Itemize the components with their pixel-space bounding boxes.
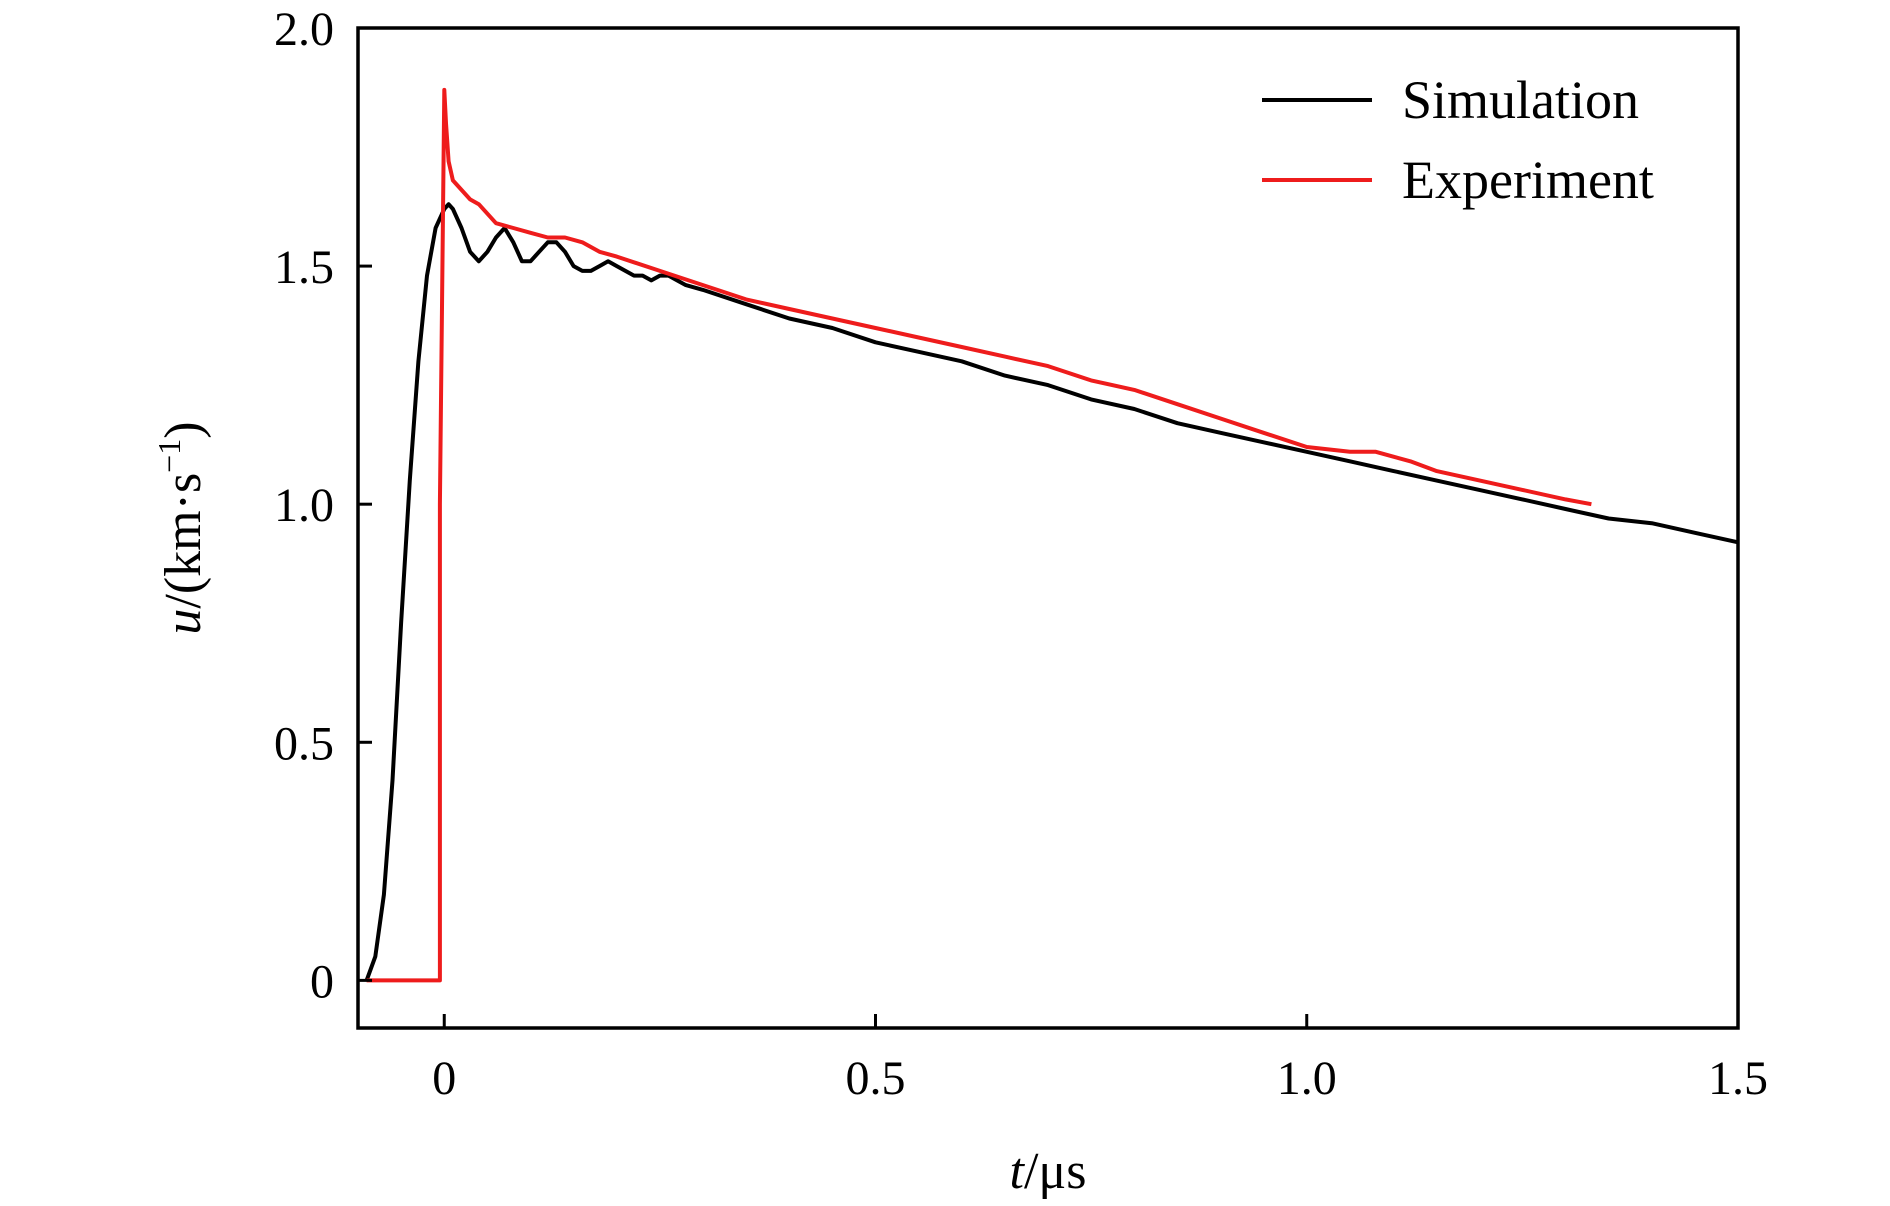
legend-label-simulation: Simulation	[1402, 70, 1639, 130]
series-line-simulation	[364, 202, 1739, 982]
y-tick-label: 0.5	[274, 717, 334, 770]
y-tick-label: 1.0	[274, 479, 334, 532]
x-tick-label: 1.5	[1708, 1052, 1768, 1105]
y-axis-unit-suffix: )	[155, 421, 212, 438]
legend-label-experiment: Experiment	[1402, 150, 1654, 210]
y-tick-label: 2.0	[274, 3, 334, 56]
legend: Simulation Experiment	[1262, 70, 1654, 210]
ticks-layer: 0 0.5 1.0 1.5 0 0.5 1.0 1.5 2.0	[274, 3, 1768, 1105]
series-layer	[364, 87, 1739, 983]
x-tick-label: 0	[432, 1052, 456, 1105]
x-axis-variable: t	[1009, 1143, 1025, 1200]
x-axis-unit: /μs	[1024, 1143, 1087, 1200]
y-axis-variable: u	[155, 609, 212, 635]
x-tick-label: 1.0	[1277, 1052, 1337, 1105]
y-axis-title: u/(km·s−1)	[151, 421, 212, 634]
y-axis-unit-superscript: −1	[151, 439, 187, 473]
y-axis-unit-prefix: /(km·s	[155, 473, 212, 609]
plot-area-frame	[356, 26, 1740, 1030]
x-axis-title: t/μs	[1009, 1143, 1086, 1200]
y-tick-label: 0	[310, 955, 334, 1008]
series-line-experiment	[366, 87, 1592, 983]
y-tick-label: 1.5	[274, 241, 334, 294]
x-tick-label: 0.5	[846, 1052, 906, 1105]
